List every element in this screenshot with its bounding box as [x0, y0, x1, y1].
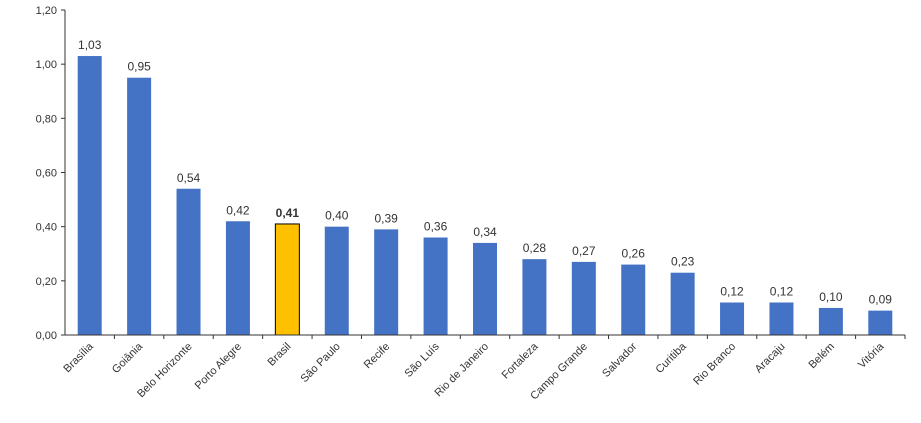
x-tick-label: Goiânia	[110, 340, 146, 376]
bar-fortaleza	[522, 259, 547, 335]
bar-porto-alegre	[225, 221, 250, 335]
value-label: 0,12	[720, 285, 744, 299]
value-label: 0,23	[671, 255, 695, 269]
value-label: 0,26	[622, 247, 646, 261]
y-tick-label: 0,40	[36, 222, 57, 234]
x-tick-label: Recife	[362, 341, 393, 372]
bar-rio-de-janeiro	[473, 242, 497, 335]
x-tick-label: Belém	[806, 341, 837, 372]
bars	[77, 56, 893, 336]
y-tick-label: 1,00	[36, 59, 57, 71]
x-tick-label: São Paulo	[299, 341, 343, 385]
value-label: 0,36	[424, 220, 448, 234]
bar-aracaju	[769, 302, 794, 335]
bar-são-luís	[423, 237, 448, 335]
y-tick-label: 0,20	[36, 276, 57, 288]
bar-brasília	[77, 56, 102, 336]
x-tick-label: Fortaleza	[500, 340, 542, 382]
value-label: 0,34	[473, 225, 497, 239]
x-tick-label: Porto Alegre	[193, 341, 244, 392]
bar-recife	[374, 229, 399, 335]
value-label: 0,40	[325, 209, 349, 223]
value-label: 0,27	[572, 244, 596, 258]
bar-são-paulo	[324, 226, 349, 335]
bar-belo-horizonte	[176, 188, 201, 335]
y-tick-label: 0,80	[36, 113, 57, 125]
value-label: 0,54	[177, 171, 201, 185]
y-tick-label: 0,60	[36, 168, 57, 180]
value-label: 0,10	[819, 290, 843, 304]
x-tick-label: Aracaju	[753, 341, 788, 376]
bar-belém	[818, 307, 843, 335]
bar-curitiba	[670, 272, 695, 335]
value-label: 0,42	[226, 203, 250, 217]
x-tick-label: São Luís	[403, 340, 443, 380]
x-tick-label: Curitiba	[653, 340, 689, 376]
bar-rio-branco	[720, 302, 745, 335]
x-tick-label: Brasília	[61, 340, 96, 375]
x-tick-label: Vitória	[856, 340, 887, 371]
value-label: 0,09	[869, 293, 893, 307]
value-label: 0,95	[127, 60, 151, 74]
x-tick-label: Rio Branco	[691, 341, 738, 388]
y-tick-label: 0,00	[36, 330, 57, 342]
y-tick-label: 1,20	[36, 5, 57, 17]
value-label: 0,41	[276, 206, 300, 220]
value-label: 1,03	[78, 38, 102, 52]
x-tick-label: Salvador	[600, 340, 639, 379]
y-axis: 0,00 0,20 0,40 0,60 0,80 1,00 1,20	[36, 5, 66, 342]
value-labels: 1,03 0,95 0,54 0,42 0,41 0,40 0,39 0,36 0,34 0,28…	[78, 38, 892, 307]
bar-goiânia	[127, 77, 152, 335]
value-label: 0,12	[770, 285, 794, 299]
value-label: 0,39	[374, 211, 398, 225]
bar-salvador	[621, 264, 646, 335]
bar-vitória	[868, 310, 893, 335]
bar-campo-grande	[571, 261, 596, 335]
x-tick-label: Brasil	[266, 341, 294, 369]
bar-brasil	[274, 223, 300, 336]
value-label: 0,28	[523, 241, 547, 255]
